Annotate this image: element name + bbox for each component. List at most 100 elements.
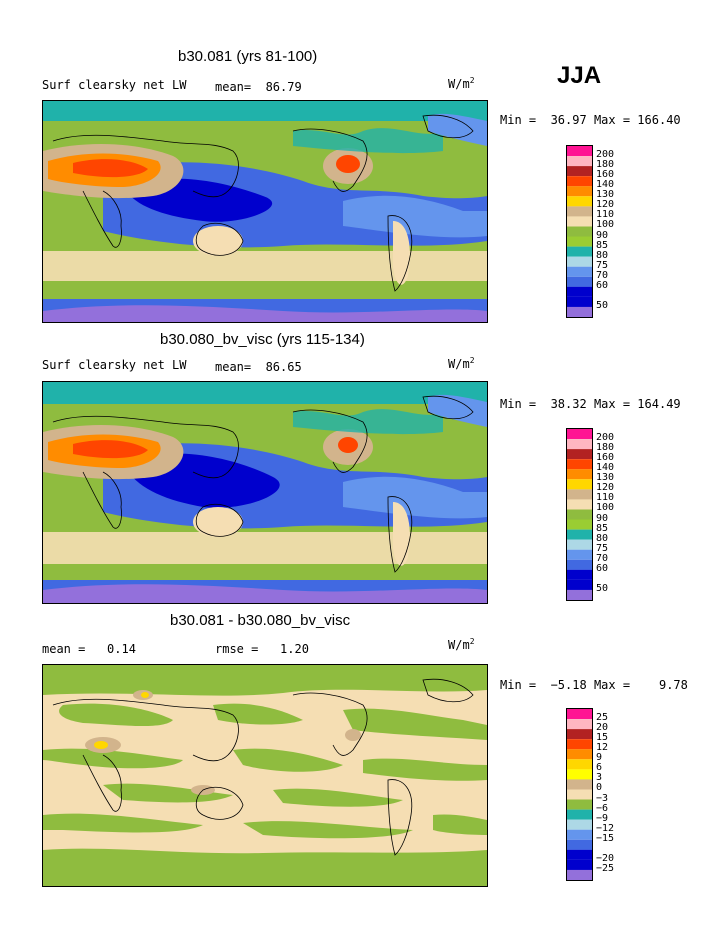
panel-1-map [42, 100, 488, 323]
panel-2-min-value: 38.32 [550, 397, 587, 411]
panel-2-cb-label: 160 [596, 452, 615, 463]
panel-3-colorbar-box [566, 708, 593, 881]
panel-2-cb-label: 120 [596, 482, 615, 493]
panel-2-cb-label: 50 [596, 583, 609, 594]
panel-3-rmse: rmse = 1.20 [215, 642, 309, 656]
panel-1-variable: Surf clearsky net LW [42, 78, 187, 92]
panel-1-cb-label: 120 [596, 199, 615, 210]
panel-2-min-label: Min = [500, 397, 537, 411]
panel-2-na-teal [293, 409, 443, 435]
panel-1-title: b30.081 (yrs 81-100) [178, 48, 318, 65]
panel-3-mean-label: mean = [42, 642, 86, 656]
panel-3-max-label: Max = [593, 678, 631, 692]
panel-2-map [42, 381, 488, 604]
panel-2-cb-label: 100 [596, 502, 615, 513]
panel-2-max-label: Max = [593, 397, 631, 411]
panel-3-units-base: W/m [448, 638, 470, 652]
panel-1-cb-label: 180 [596, 159, 615, 170]
panel-1-units-exp: 2 [469, 76, 475, 85]
panel-2-units-base: W/m [448, 357, 470, 371]
panel-2-title: b30.080_bv_visc (yrs 115-134) [160, 331, 365, 348]
panel-2-mean: mean= 86.65 [215, 360, 302, 374]
panel-1-mean-value: 86.79 [265, 80, 302, 94]
panel-3-yellow-patches [94, 692, 149, 749]
panel-3-cb-label: 12 [596, 742, 609, 753]
panel-3-colorbar: 25 20 15 12 9 6 3 0 −3 −6 −9 −12 −15 −20… [566, 708, 626, 881]
panel-1-australia [193, 226, 243, 256]
panel-3-units-exp: 2 [469, 637, 475, 646]
panel-2-colorbar: 200 180 160 140 130 120 110 100 90 85 80… [566, 428, 626, 601]
panel-3-cb-label: −25 [596, 863, 615, 874]
panel-2-na-red [338, 437, 358, 453]
panel-2-max-value: 164.49 [637, 397, 681, 411]
panel-1-cb-label: 140 [596, 179, 615, 190]
panel-1-cb-label: 60 [596, 280, 609, 291]
panel-2-cb-label: 180 [596, 442, 615, 453]
panel-1-cb-label: 75 [596, 260, 609, 271]
panel-1-cb-label: 90 [596, 230, 609, 241]
panel-3-colorbar-swatches [567, 709, 592, 880]
panel-1-cb-label: 110 [596, 209, 615, 220]
panel-3-mean-value: 0.14 [107, 642, 136, 656]
panel-3-cb-label: −9 [596, 813, 609, 824]
panel-1-colorbar: 200 180 160 140 130 120 110 100 90 85 80… [566, 145, 626, 318]
panel-3-min-value: −5.18 [550, 678, 587, 692]
panel-2-variable: Surf clearsky net LW [42, 358, 187, 372]
panel-2-south-america [393, 502, 410, 566]
panel-1-cb-label: 160 [596, 169, 615, 180]
panel-3-minmax: Min = −5.18 Max = 9.78 [500, 678, 688, 692]
panel-2-cb-label: 85 [596, 523, 609, 534]
panel-3-units: W/m2 [448, 637, 475, 652]
panel-1-antarctic-purple [43, 305, 487, 322]
panel-3-cb-label: 6 [596, 762, 603, 773]
panel-3-max-value: 9.78 [658, 678, 688, 692]
panel-1-southern-tan [43, 251, 487, 281]
panel-2-antarctic-purple [43, 584, 487, 603]
panel-3-cb-label: 25 [596, 712, 609, 723]
panel-3-cb-label: −6 [596, 803, 609, 814]
panel-3-cb-label: −12 [596, 823, 615, 834]
panel-3-cb-label: 3 [596, 772, 603, 783]
panel-1-mean: mean= 86.79 [215, 80, 302, 94]
panel-1-cb-label: 200 [596, 149, 615, 160]
panel-2-southern-tan [43, 532, 487, 564]
panel-2-desert-red [73, 440, 148, 459]
panel-2-cb-label: 90 [596, 513, 609, 524]
panel-3-min-label: Min = [500, 678, 537, 692]
panel-1-cb-label: 70 [596, 270, 609, 281]
panel-1-na-teal [293, 128, 443, 154]
panel-3-rmse-value: 1.20 [280, 642, 309, 656]
panel-1-southern-green [43, 281, 487, 303]
panel-2-cb-label: 70 [596, 553, 609, 564]
panel-1-atlantic-blue [343, 195, 487, 238]
panel-1-max-label: Max = [593, 113, 631, 127]
panel-3-green-patches [43, 665, 487, 886]
panel-3-cb-label: −3 [596, 793, 609, 804]
panel-3-coastlines [52, 678, 474, 856]
panel-1-na-red [336, 155, 360, 173]
panel-2-atlantic-blue [343, 476, 487, 519]
panel-3-title: b30.081 - b30.080_bv_visc [170, 612, 351, 629]
panel-1-cb-label: 80 [596, 250, 609, 261]
panel-1-units: W/m2 [448, 76, 475, 91]
panel-2-colorbar-swatches [567, 429, 592, 600]
panel-2-greenland-blue [428, 394, 487, 427]
panel-1-units-base: W/m [448, 77, 470, 91]
panel-2-minmax: Min = 38.32 Max = 164.49 [500, 397, 681, 411]
panel-1-min-value: 36.97 [550, 113, 587, 127]
panel-1-greenland-blue [428, 113, 487, 146]
panel-3-mean: mean = 0.14 [42, 642, 136, 656]
panel-3-rmse-label: rmse = [215, 642, 259, 656]
panel-1-colorbar-box [566, 145, 593, 318]
panel-2-southern-green [43, 564, 487, 582]
panel-3-map [42, 664, 488, 887]
panel-1-cb-label: 85 [596, 240, 609, 251]
panel-2-cb-label: 200 [596, 432, 615, 443]
panel-3-cb-label: −15 [596, 833, 615, 844]
panel-2-colorbar-box [566, 428, 593, 601]
panel-1-min-label: Min = [500, 113, 537, 127]
panel-3-field [43, 665, 487, 886]
panel-2-cb-label: 75 [596, 543, 609, 554]
panel-2-mean-label: mean= [215, 360, 252, 374]
panel-2-mean-value: 86.65 [265, 360, 302, 374]
